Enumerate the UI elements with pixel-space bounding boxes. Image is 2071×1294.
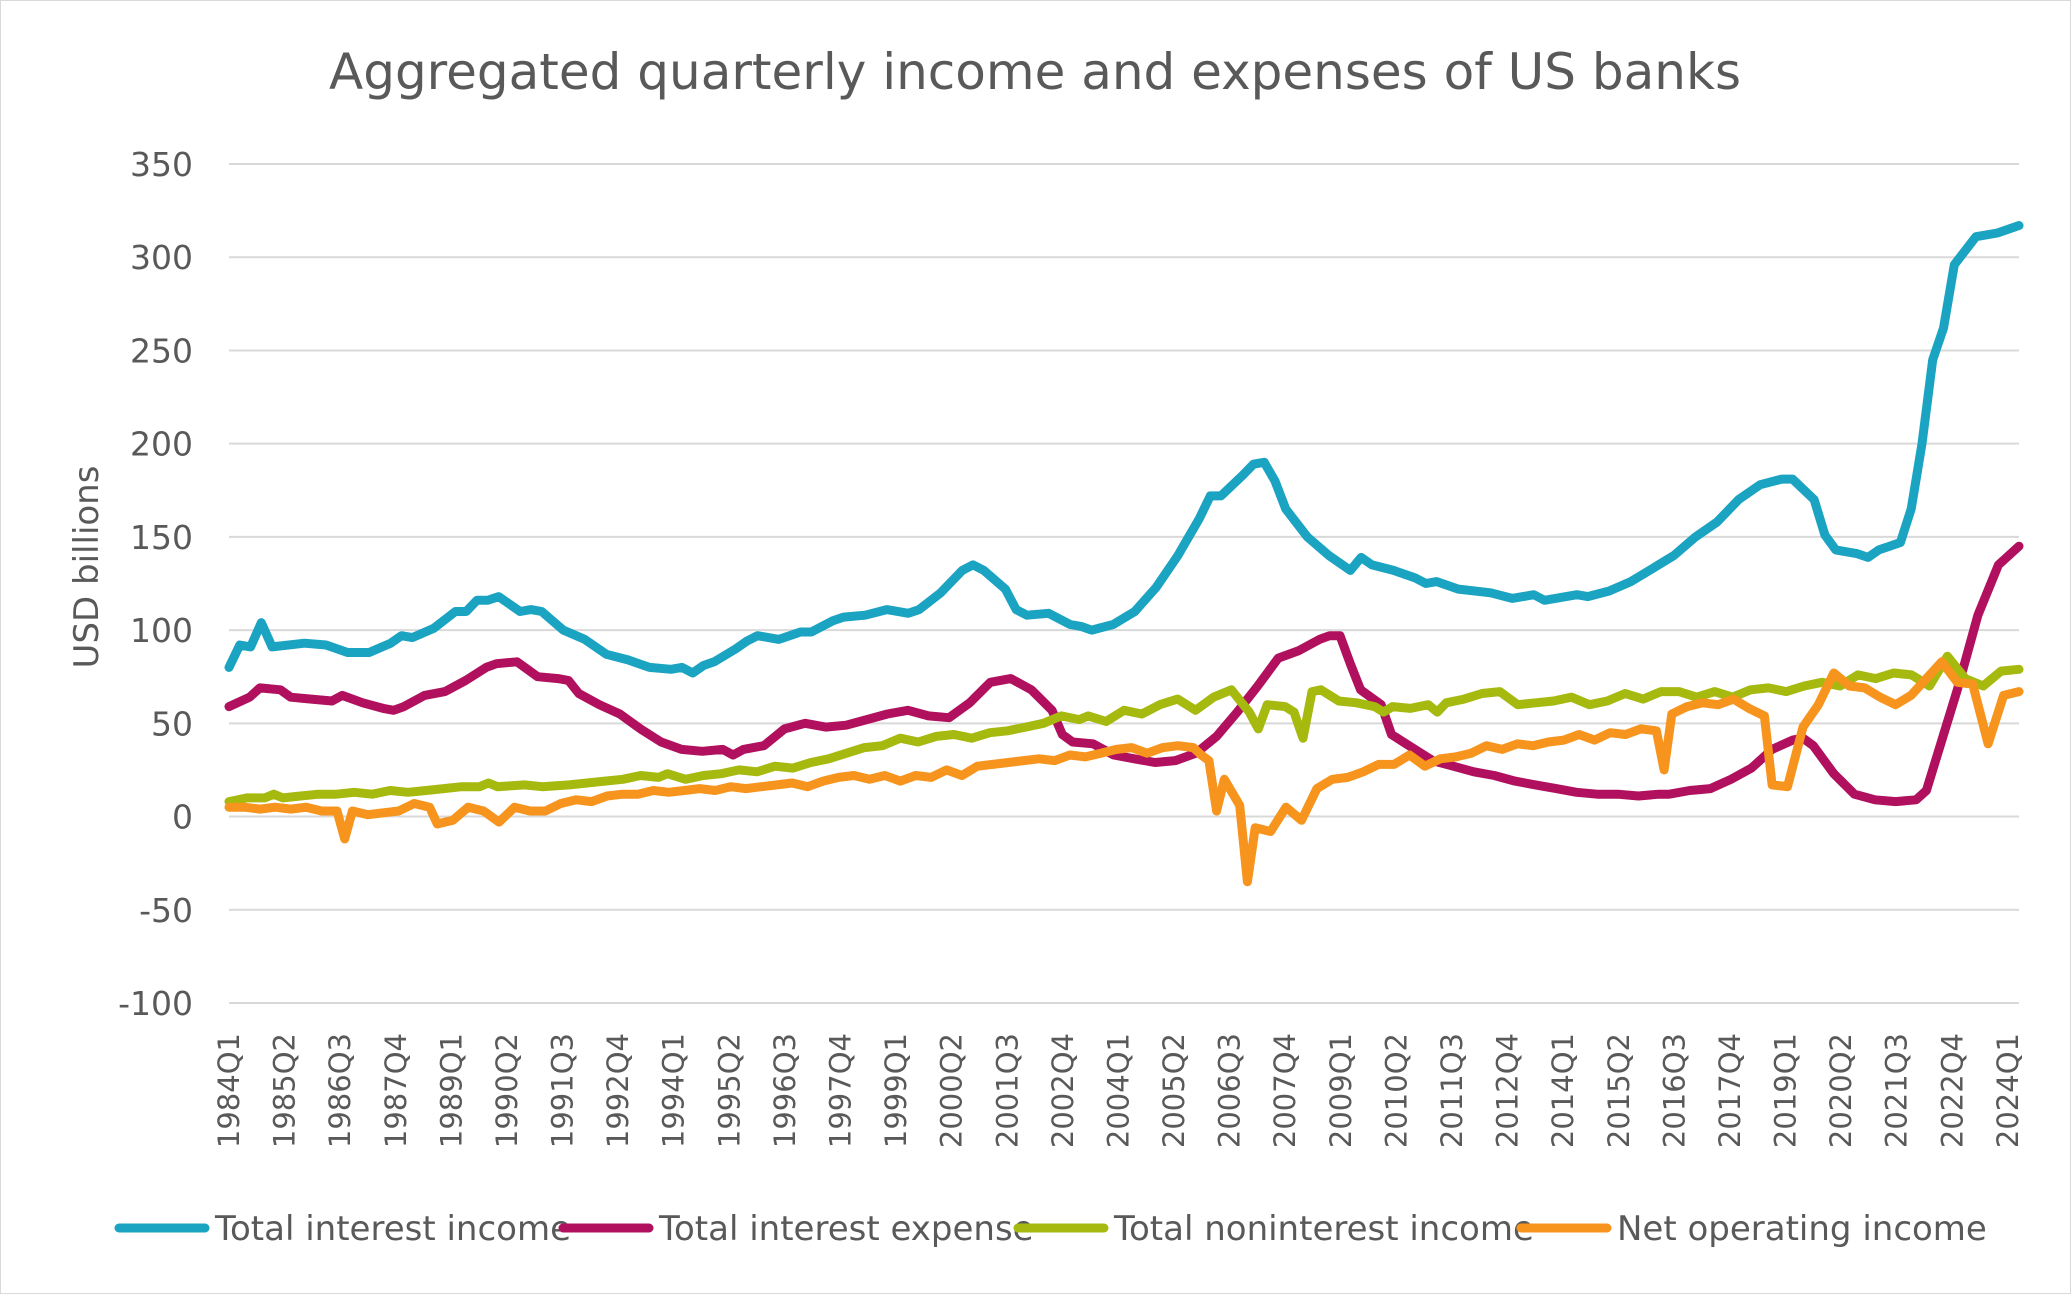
- x-tick-label: 1992Q4: [601, 1033, 635, 1148]
- legend-label: Total noninterest income: [1113, 1209, 1534, 1249]
- x-tick-label: 2012Q4: [1491, 1033, 1525, 1148]
- series-line-1: [224, 221, 2024, 678]
- series-line-3: [224, 651, 2024, 807]
- y-tick-label: 150: [130, 518, 193, 557]
- x-tick-label: 2024Q1: [1991, 1033, 2025, 1148]
- x-tick-label: 2014Q1: [1546, 1033, 1580, 1148]
- y-tick-label: -100: [118, 984, 193, 1023]
- series-line-4: [224, 657, 2024, 887]
- x-tick-label: 2000Q2: [935, 1033, 969, 1148]
- x-tick-label: 1994Q1: [657, 1033, 691, 1148]
- x-tick-label: 2017Q4: [1713, 1033, 1747, 1148]
- y-tick-label: 200: [130, 425, 193, 464]
- x-tick-label: 1986Q3: [323, 1033, 357, 1148]
- x-tick-label: 1989Q1: [434, 1033, 468, 1148]
- chart-title: Aggregated quarterly income and expenses…: [329, 43, 1741, 101]
- y-tick-label: 100: [130, 611, 193, 650]
- x-tick-label: 2021Q3: [1880, 1033, 1914, 1148]
- x-tick-label: 2011Q3: [1435, 1033, 1469, 1148]
- x-tick-label: 2007Q4: [1268, 1033, 1302, 1148]
- x-tick-label: 1985Q2: [268, 1033, 302, 1148]
- y-tick-label: 250: [130, 331, 193, 370]
- x-tick-label: 1984Q1: [212, 1033, 246, 1148]
- y-axis-ticks: -100 -50 0 50 100 150 200 250 300 350: [118, 145, 193, 1023]
- y-tick-label: 350: [130, 145, 193, 184]
- legend-label: Net operating income: [1617, 1209, 1987, 1249]
- x-tick-label: 1990Q2: [490, 1033, 524, 1148]
- legend-label: Total interest income: [214, 1209, 571, 1249]
- x-tick-label: 2004Q1: [1101, 1033, 1135, 1148]
- x-tick-label: 2019Q1: [1769, 1033, 1803, 1148]
- legend: Total interest income Total interest expe…: [114, 1209, 1987, 1249]
- x-tick-label: 2022Q4: [1935, 1033, 1969, 1148]
- x-tick-label: 2010Q2: [1379, 1033, 1413, 1148]
- x-tick-label: 1995Q2: [712, 1033, 746, 1148]
- x-tick-label: 1999Q1: [879, 1033, 913, 1148]
- y-tick-label: 300: [130, 238, 193, 277]
- x-tick-label: 2020Q2: [1824, 1033, 1858, 1148]
- legend-label: Total interest expense: [658, 1209, 1034, 1249]
- gridlines: [229, 163, 2019, 1004]
- y-axis-label: USD billions: [67, 466, 107, 669]
- x-tick-label: 1991Q3: [546, 1033, 580, 1148]
- y-tick-label: 0: [172, 798, 193, 837]
- x-tick-label: 1996Q3: [768, 1033, 802, 1148]
- x-tick-label: 2001Q3: [990, 1033, 1024, 1148]
- x-tick-label: 2015Q2: [1602, 1033, 1636, 1148]
- y-tick-label: 50: [151, 704, 193, 743]
- x-tick-label: 2002Q4: [1046, 1033, 1080, 1148]
- x-tick-label: 2005Q2: [1157, 1033, 1191, 1148]
- x-tick-label: 2016Q3: [1657, 1033, 1691, 1148]
- x-tick-label: 1987Q4: [379, 1033, 413, 1148]
- x-axis-ticks: 1984Q1 1985Q2 1986Q3 1987Q4 1989Q1 1990Q2 1991…: [212, 1033, 2025, 1148]
- series-line-2: [224, 541, 2024, 807]
- x-tick-label: 2009Q1: [1324, 1033, 1358, 1148]
- series-lines: [224, 221, 2024, 887]
- x-tick-label: 1997Q4: [823, 1033, 857, 1148]
- x-tick-label: 2006Q3: [1213, 1033, 1247, 1148]
- y-tick-label: -50: [139, 891, 193, 930]
